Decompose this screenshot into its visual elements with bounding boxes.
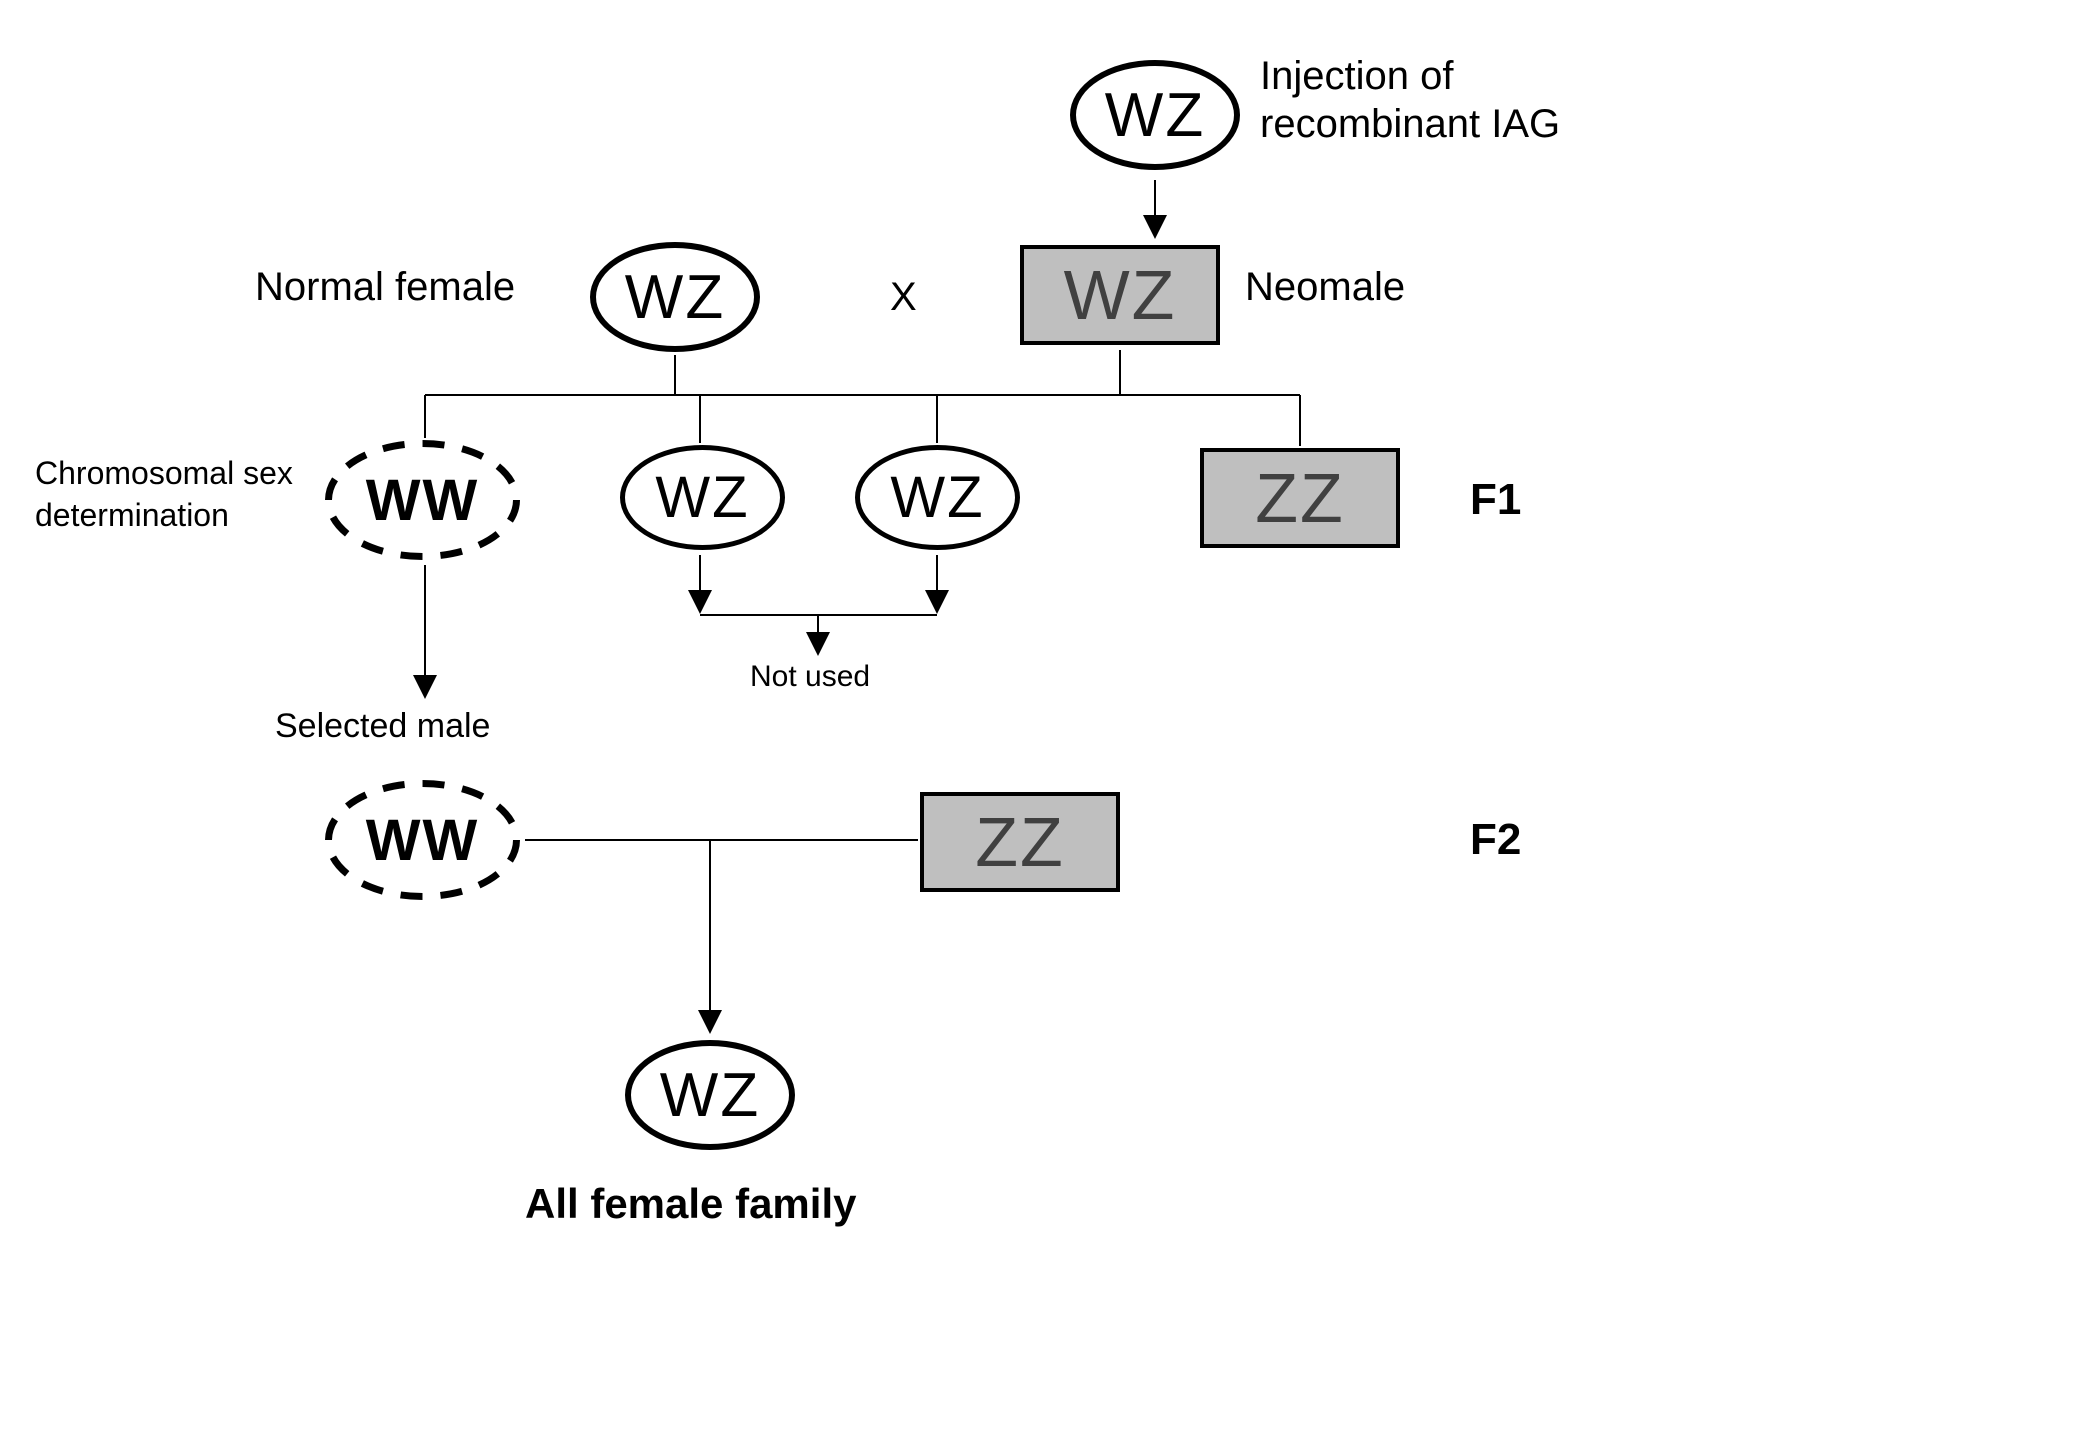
node-wz_f1_a: WZ (620, 445, 785, 550)
label-text: F1 (1470, 475, 1521, 524)
label-text: All female family (525, 1180, 856, 1227)
label-line: recombinant IAG (1260, 100, 1560, 148)
label-text: Not used (750, 660, 870, 693)
label-cross_x: X (890, 275, 917, 320)
node-wz_top: WZ (1070, 60, 1240, 170)
node-text: WW (366, 467, 480, 534)
node-text: ZZ (975, 802, 1065, 882)
label-normal_female: Normal female (255, 265, 515, 310)
node-text: WZ (890, 464, 984, 531)
label-line: Chromosomal sex (35, 452, 293, 494)
node-wz_final: WZ (625, 1040, 795, 1150)
label-line: determination (35, 494, 293, 536)
label-injection: Injection ofrecombinant IAG (1260, 52, 1560, 148)
label-text: F2 (1470, 815, 1521, 864)
label-text: X (890, 275, 917, 319)
node-wz_f1_b: WZ (855, 445, 1020, 550)
node-wz_neomale: WZ (1020, 245, 1220, 345)
node-text: WZ (655, 464, 749, 531)
label-chrom_det: Chromosomal sexdetermination (35, 452, 293, 536)
label-text: Normal female (255, 265, 515, 309)
label-not_used: Not used (750, 660, 870, 694)
label-text: Neomale (1245, 265, 1405, 309)
node-zz_f1: ZZ (1200, 448, 1400, 548)
label-f2: F2 (1470, 815, 1521, 865)
node-ww_f1: WW (325, 440, 520, 560)
label-all_female: All female family (525, 1180, 856, 1228)
label-line: Injection of (1260, 52, 1560, 100)
node-ww_f2: WW (325, 780, 520, 900)
label-neomale: Neomale (1245, 265, 1405, 310)
node-text: ZZ (1255, 458, 1345, 538)
node-text: WZ (1064, 255, 1177, 335)
node-wz_normal_female: WZ (590, 242, 760, 352)
node-zz_f2: ZZ (920, 792, 1120, 892)
diagram-canvas: WZ WZ WZ WW WZ WZ ZZ WW ZZ WZ Injection ofrecombin… (0, 0, 2092, 1448)
node-text: WZ (625, 262, 725, 333)
node-text: WW (366, 807, 480, 874)
node-text: WZ (1105, 80, 1205, 151)
label-selected_male: Selected male (275, 707, 490, 746)
label-f1: F1 (1470, 475, 1521, 525)
node-text: WZ (660, 1060, 760, 1131)
label-text: Selected male (275, 707, 490, 745)
